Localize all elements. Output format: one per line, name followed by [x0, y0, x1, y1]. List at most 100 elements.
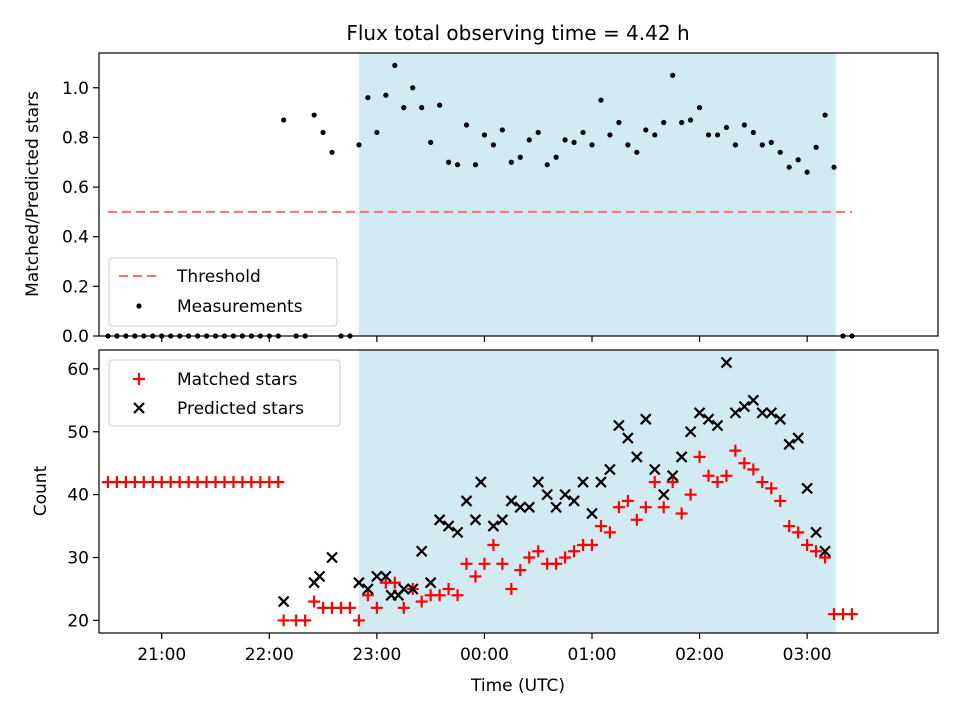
matched-star-point — [639, 501, 652, 514]
predicted-star-point — [801, 482, 813, 495]
predicted-star-point — [541, 488, 553, 501]
measurement-point — [759, 142, 765, 148]
measurement-point — [365, 95, 371, 101]
matched-star-point — [388, 576, 401, 589]
predicted-star-point — [380, 570, 392, 583]
matched-star-point — [612, 501, 625, 514]
matched-star-point — [523, 551, 536, 564]
predicted-star-point — [622, 432, 634, 444]
y-tick-label: 1.0 — [62, 79, 89, 99]
measurement-point — [508, 159, 514, 165]
bottom-plot-frame — [98, 349, 939, 634]
top-y-axis-label: Matched/Predicted stars — [23, 91, 43, 297]
predicted-star-point — [568, 495, 580, 507]
x-axis-label: Time (UTC) — [470, 676, 565, 696]
measurement-point — [410, 85, 416, 91]
matched-star-point — [711, 476, 724, 489]
matched-star-point — [630, 513, 643, 526]
measurement-point — [580, 129, 586, 136]
predicted-star-point — [747, 394, 760, 407]
matched-star-point — [550, 557, 563, 570]
matched-star-point — [433, 589, 446, 602]
matched-star-point — [568, 545, 581, 558]
top-legend-box — [108, 257, 338, 327]
matched-stars-points — [101, 444, 858, 627]
matched-star-point — [648, 476, 661, 489]
matched-star-point — [792, 526, 805, 539]
measurement-point — [281, 117, 287, 123]
predicted-star-point — [362, 583, 374, 595]
predicted-star-point — [442, 520, 455, 532]
predicted-stars-legend-marker — [133, 402, 145, 414]
measurement-point — [437, 102, 443, 108]
matched-star-point — [819, 551, 832, 564]
matched-star-point — [559, 551, 572, 564]
x-tick-label: 22:00 — [245, 645, 294, 665]
measurement-point — [688, 117, 694, 123]
bottom-legend: Matched stars Predicted stars — [108, 359, 341, 427]
predicted-star-point — [684, 425, 697, 438]
measurement-point — [750, 129, 756, 136]
matched-star-point — [845, 608, 858, 621]
x-tick-label: 02:00 — [675, 645, 724, 665]
measurement-point — [311, 112, 317, 118]
measurement-point — [374, 129, 380, 136]
measurement-point — [589, 142, 595, 148]
measurement-point — [643, 127, 649, 133]
predicted-star-point — [433, 514, 446, 526]
measurement-point — [401, 105, 407, 111]
matched-star-point — [370, 601, 383, 614]
measurement-point — [777, 149, 783, 155]
matched-star-point — [756, 476, 769, 489]
measurement-point — [652, 132, 658, 138]
predicted-star-point — [424, 576, 437, 589]
predicted-star-point — [693, 407, 706, 419]
measurement-point — [392, 62, 398, 69]
measurement-point — [714, 132, 721, 138]
matched-star-point — [397, 601, 410, 614]
measurement-point — [320, 129, 326, 136]
predicted-star-point — [819, 545, 831, 558]
predicted-star-point — [451, 526, 464, 539]
predicted-star-point — [496, 514, 509, 526]
measurement-point — [562, 137, 568, 143]
top-plot-frame — [98, 52, 939, 337]
measurement-point — [490, 142, 497, 148]
x-tick-label: 03:00 — [783, 645, 832, 665]
measurement-point — [383, 92, 389, 98]
predicted-star-point — [277, 595, 290, 608]
predicted-star-point — [406, 583, 419, 595]
predicted-stars-legend-label: Predicted stars — [177, 399, 304, 419]
matched-star-point — [729, 444, 742, 457]
matched-star-point — [532, 545, 545, 558]
matched-star-point — [738, 457, 751, 470]
measurement-point — [679, 119, 685, 126]
predicted-star-point — [720, 356, 733, 369]
measurement-point — [813, 144, 819, 150]
matched-star-point — [487, 538, 500, 551]
predicted-star-point — [774, 413, 787, 425]
measurement-point — [356, 142, 362, 148]
matched-star-point — [765, 482, 778, 495]
matched-star-point — [747, 463, 760, 476]
measurement-point — [454, 162, 461, 168]
measurement-point — [705, 132, 712, 138]
matched-star-point — [666, 476, 679, 489]
bottom-legend-box — [108, 359, 341, 427]
matched-star-point — [277, 614, 290, 627]
measurement-point — [419, 105, 425, 111]
matched-star-point — [308, 595, 321, 608]
measurement-point — [661, 119, 667, 126]
matched-star-point — [702, 469, 715, 482]
predicted-star-point — [756, 407, 769, 419]
bottom-x-ticks: 21:00 22:00 23:00 00:00 01:00 02:00 03:00 — [137, 633, 832, 665]
predicted-star-point — [550, 501, 562, 514]
top-panel: 0.0 0.2 0.4 0.6 0.8 1.0 Matched/Predicted sta… — [23, 52, 939, 347]
predicted-star-point — [783, 438, 795, 451]
bottom-panel: 20 30 40 50 60 21:00 22:00 23:00 00:00 01:00 02:0… — [31, 349, 939, 696]
measurement-point — [517, 154, 523, 160]
threshold-legend-label: Threshold — [176, 267, 261, 287]
matched-star-point — [586, 538, 599, 551]
matched-star-point — [621, 494, 634, 507]
x-tick-label: 01:00 — [568, 645, 617, 665]
